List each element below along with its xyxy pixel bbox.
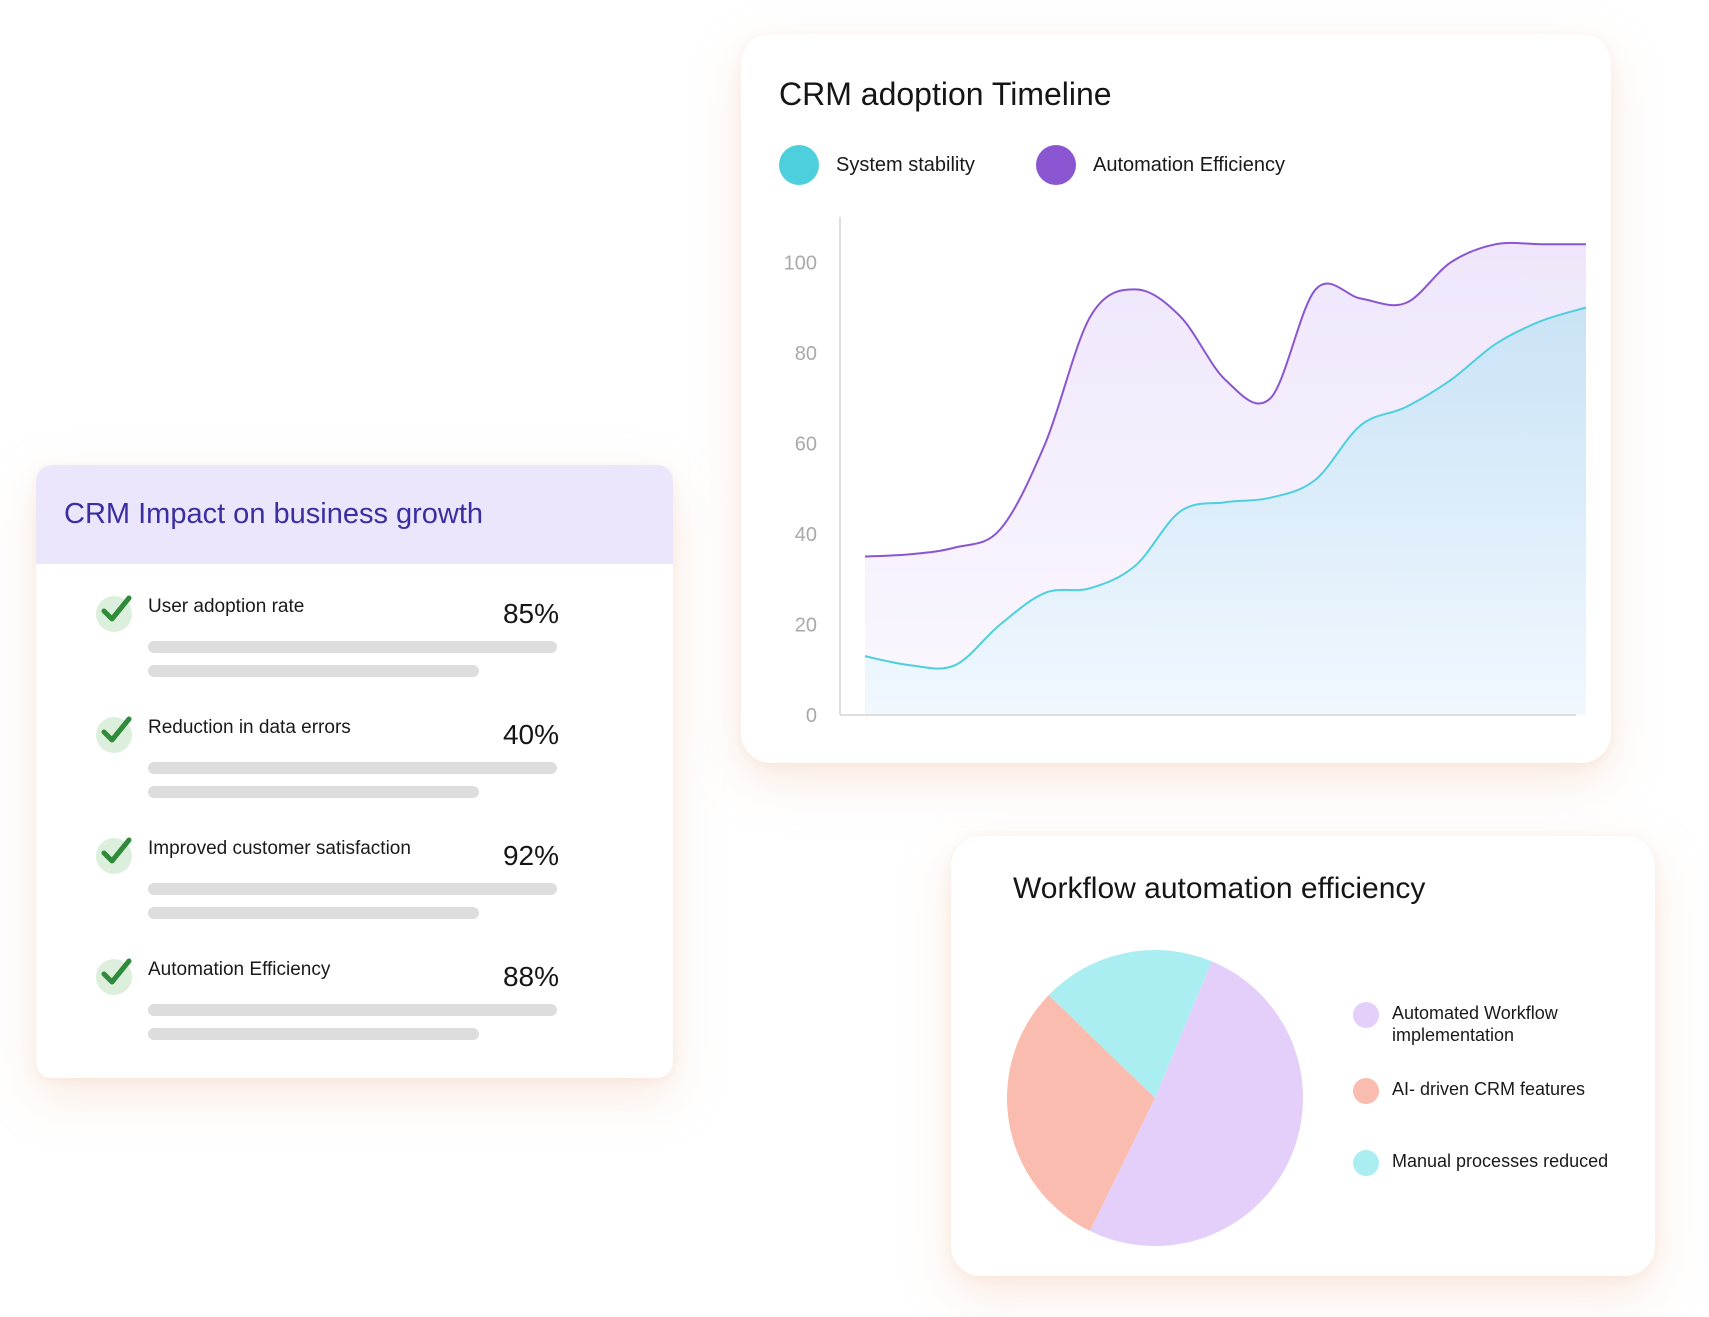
pie-slice-automated-workflow-implementation [1089, 961, 1304, 1247]
y-tick-label: 60 [795, 433, 817, 455]
impact-card: CRM Impact on business growth User adopt… [36, 465, 673, 1078]
y-tick-label: 80 [795, 343, 817, 365]
metric-item: User adoption rate 85% [36, 595, 673, 706]
check-icon [96, 958, 132, 995]
metric-item: Improved customer satisfaction 92% [36, 837, 673, 948]
check-icon [96, 837, 132, 874]
y-tick-label: 0 [806, 705, 817, 727]
timeline-card: 0 20 40 60 80 100 CRM adoption Timeline Syste… [741, 34, 1611, 763]
pie-legend-item: AI- driven CRM features [1353, 1078, 1632, 1104]
pie-slice-manual-processes-reduced [1048, 950, 1212, 1098]
pie-legend-label: Manual processes reduced [1392, 1151, 1609, 1171]
legend-label: Automation Efficiency [1093, 153, 1285, 176]
metric-value: 40% [502, 719, 559, 750]
legend-item-automation-efficiency: Automation Efficiency [1036, 145, 1285, 185]
pie-legend-item: Manual processes reduced [1353, 1150, 1632, 1176]
metric-value: 92% [502, 840, 559, 871]
legend-item-system-stability: System stability [779, 145, 975, 185]
placeholder-bar [148, 907, 479, 919]
workflow-title: Workflow automation efficiency [1013, 872, 1426, 905]
check-icon [96, 716, 132, 753]
impact-card-title: CRM Impact on business growth [64, 498, 484, 530]
workflow-pie-chart [1006, 950, 1304, 1247]
placeholder-bar [148, 762, 557, 774]
pie-legend-label: Automated Workflow implementation [1392, 1003, 1558, 1045]
metric-label: User adoption rate [148, 596, 305, 617]
legend-dot [1036, 145, 1076, 185]
timeline-chart: 0 20 40 60 80 100 [784, 217, 1587, 727]
check-icon [96, 595, 132, 632]
area-fill-system-stability [865, 307, 1586, 715]
metric-value: 85% [502, 598, 559, 629]
metric-item: Reduction in data errors 40% [36, 716, 673, 827]
series-line-automation-efficiency [864, 241, 1586, 558]
placeholder-bar [148, 786, 479, 798]
pie-slice-ai-driven-crm-features [1006, 995, 1155, 1231]
placeholder-bar [148, 641, 557, 653]
metric-value: 88% [502, 961, 559, 992]
placeholder-bar [148, 1028, 479, 1040]
placeholder-bar [148, 883, 557, 895]
y-tick-label: 100 [784, 252, 817, 274]
metric-item: Automation Efficiency 88% [36, 958, 673, 1069]
legend-dot [779, 145, 819, 185]
y-tick-label: 40 [795, 524, 817, 546]
metric-label: Automation Efficiency [148, 959, 331, 980]
y-tick-label: 20 [795, 615, 817, 637]
pie-legend-item: Automated Workflow implementation [1353, 1002, 1632, 1046]
series-line-system-stability [864, 306, 1587, 670]
timeline-title: CRM adoption Timeline [779, 76, 1112, 112]
legend-label: System stability [836, 153, 975, 176]
placeholder-bar [148, 1004, 557, 1016]
pie-legend-label: AI- driven CRM features [1392, 1079, 1586, 1099]
placeholder-bar [148, 665, 479, 677]
metric-label: Reduction in data errors [148, 717, 351, 738]
impact-card-header: CRM Impact on business growth [36, 465, 673, 564]
workflow-card: Workflow automation efficiency Automated… [951, 836, 1655, 1276]
pie-legend-dot [1353, 1002, 1379, 1028]
pie-legend-dot [1353, 1078, 1379, 1104]
metric-label: Improved customer satisfaction [148, 838, 411, 859]
pie-legend-dot [1353, 1150, 1379, 1176]
